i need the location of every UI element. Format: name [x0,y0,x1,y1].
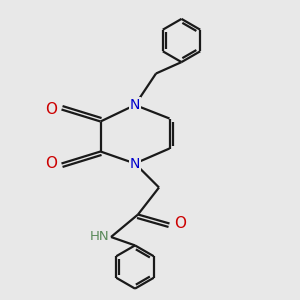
Text: O: O [45,156,57,171]
Text: HN: HN [90,230,110,244]
Text: N: N [130,157,140,170]
Text: N: N [130,98,140,112]
Text: O: O [174,216,186,231]
Text: O: O [45,102,57,117]
